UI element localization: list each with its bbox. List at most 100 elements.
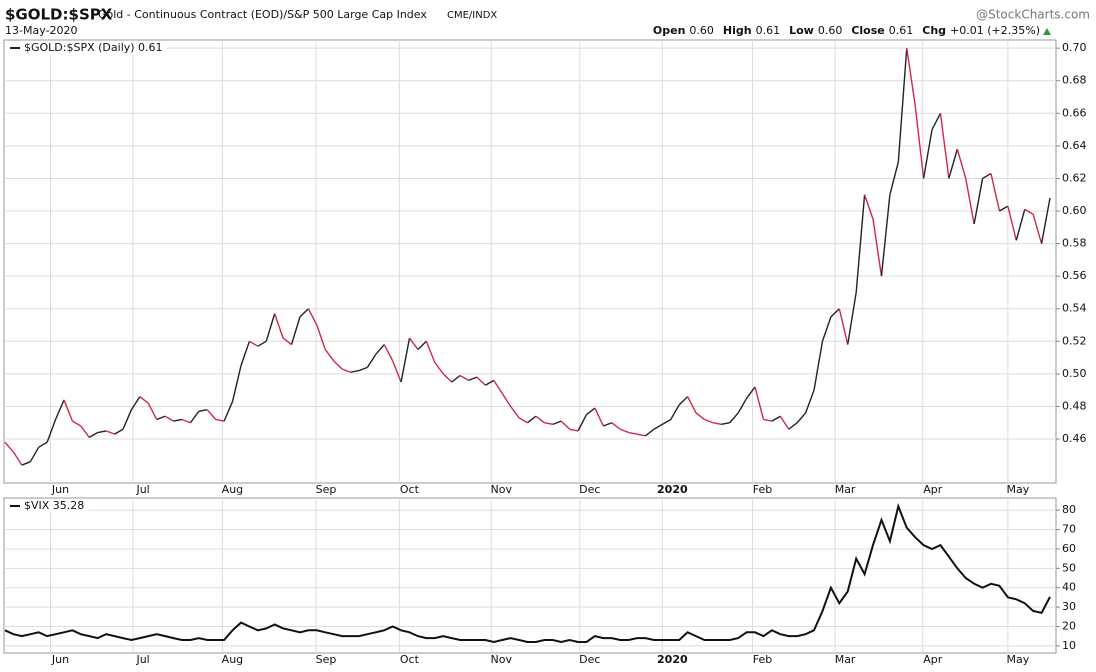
line-segment (544, 422, 553, 426)
y-tick-label: 60 (1062, 542, 1076, 555)
line-segment (12, 451, 23, 466)
y-tick-label: 0.50 (1062, 367, 1087, 380)
symbol: $GOLD:$SPX (5, 6, 113, 24)
x-tick-label: Nov (491, 483, 513, 496)
line-segment (72, 420, 82, 427)
line-segment (257, 340, 267, 347)
line-segment (383, 344, 394, 362)
line-segment (417, 340, 427, 350)
x-tick-label: May (1006, 653, 1029, 666)
line-segment (922, 129, 933, 179)
line-segment (611, 422, 621, 430)
line-segment (838, 308, 849, 345)
line-segment (400, 337, 411, 383)
line-segment (897, 48, 908, 163)
y-tick-label: 0.48 (1062, 399, 1087, 412)
line-segment (948, 148, 958, 179)
line-segment (939, 113, 950, 179)
line-segment (240, 341, 251, 366)
legend-box (6, 42, 167, 55)
line-segment (38, 441, 48, 448)
y-tick-label: 0.66 (1062, 106, 1087, 119)
line-segment (956, 148, 967, 179)
line-segment (577, 414, 588, 432)
line-segment (206, 409, 217, 420)
line-segment (872, 219, 883, 277)
line-segment (442, 373, 453, 383)
line-segment (586, 407, 596, 416)
x-tick-label: Sep (316, 653, 337, 666)
x-tick-label: Mar (835, 483, 856, 496)
line-segment (678, 396, 689, 406)
line-segment (307, 308, 318, 326)
line-segment (231, 365, 242, 402)
up-arrow (1043, 28, 1051, 35)
line-segment (737, 397, 748, 414)
line-segment (425, 341, 436, 363)
line-segment (721, 422, 730, 426)
line-segment (552, 420, 562, 426)
y-tick-label: 0.56 (1062, 269, 1087, 282)
x-tick-label: Feb (753, 483, 772, 496)
line-segment (299, 308, 309, 318)
line-segment (4, 441, 14, 453)
line-segment (628, 431, 638, 435)
line-segment (863, 194, 874, 220)
line-segment (223, 401, 234, 422)
line-segment (645, 428, 655, 437)
y-tick-label: 40 (1062, 581, 1076, 594)
line-segment (408, 337, 419, 350)
line-segment (54, 399, 65, 420)
line-segment (290, 316, 301, 345)
line-segment (999, 205, 1009, 212)
line-segment (21, 461, 31, 466)
line-segment (855, 194, 866, 293)
line-segment (527, 415, 537, 424)
line-segment (535, 415, 545, 424)
line-segment (147, 402, 158, 420)
quote-value: +0.01 (+2.35%) (950, 24, 1040, 37)
y-tick-label: 50 (1062, 561, 1076, 574)
line-segment (973, 178, 984, 225)
line-segment (139, 396, 149, 404)
line-segment (796, 412, 807, 424)
line-segment (366, 353, 377, 368)
line-segment (434, 362, 444, 375)
y-tick-label: 20 (1062, 619, 1076, 632)
line-segment (485, 379, 495, 386)
line-segment (1040, 197, 1051, 244)
x-tick-label: 2020 (657, 653, 688, 666)
description: Gold - Continuous Contract (EOD)/S&P 500… (98, 8, 427, 21)
line-segment (746, 386, 756, 399)
quote-value: 0.61 (756, 24, 781, 37)
line-segment (459, 374, 469, 381)
x-tick-label: Apr (923, 653, 943, 666)
y-tick-label: 0.52 (1062, 334, 1087, 347)
line-segment (341, 368, 351, 373)
line-segment (518, 417, 528, 424)
y-tick-label: 0.70 (1062, 41, 1087, 54)
line-segment (594, 407, 604, 427)
line-segment (653, 423, 663, 430)
x-tick-label: Jun (51, 653, 69, 666)
line-segment (931, 112, 942, 130)
x-tick-label: Mar (835, 653, 856, 666)
x-tick-label: Nov (491, 653, 513, 666)
y-tick-label: 0.58 (1062, 237, 1087, 250)
line-segment (686, 396, 697, 414)
line-segment (1015, 209, 1026, 241)
line-segment (80, 425, 90, 438)
quote-label: Low (789, 24, 814, 37)
line-segment (164, 415, 174, 422)
legend-box (6, 500, 89, 513)
line-segment (333, 360, 343, 370)
line-segment (729, 412, 739, 424)
quote-label: Open (653, 24, 686, 37)
line-segment (114, 428, 124, 435)
quote-value: 0.60 (689, 24, 714, 37)
line-segment (813, 341, 824, 391)
quote-label: High (723, 24, 752, 37)
y-tick-label: 0.54 (1062, 302, 1087, 315)
line-segment (754, 386, 765, 420)
